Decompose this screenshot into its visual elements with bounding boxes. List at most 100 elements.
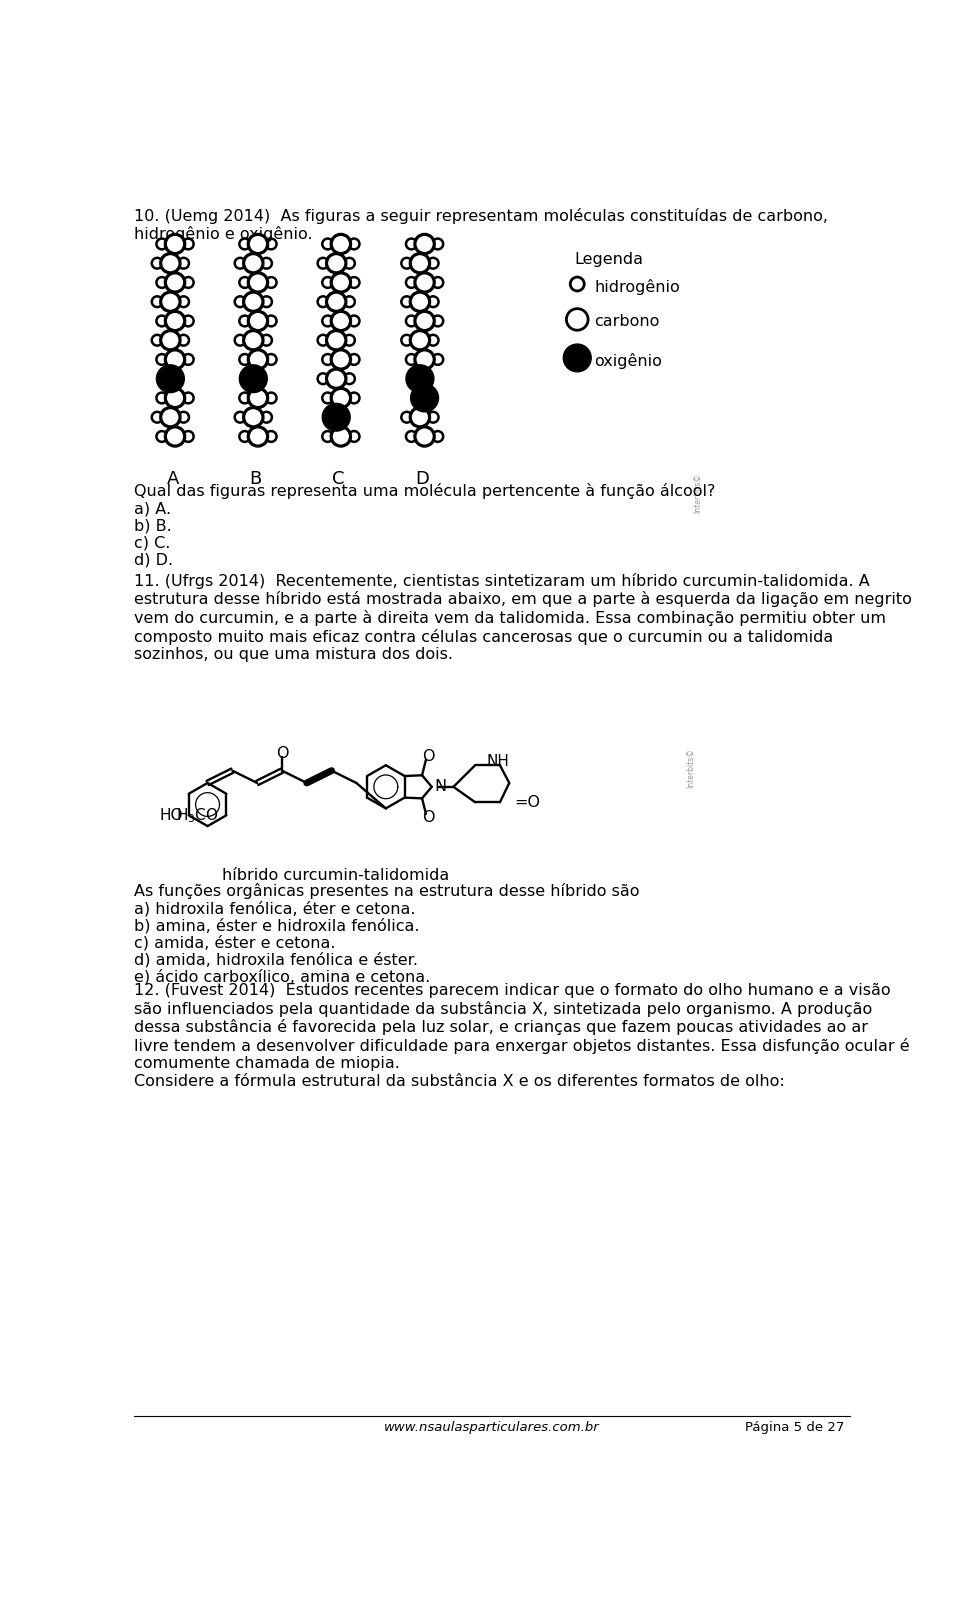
Circle shape — [165, 234, 184, 254]
Text: a) hidroxila fenólica, éter e cetona.: a) hidroxila fenólica, éter e cetona. — [134, 900, 416, 916]
Circle shape — [179, 296, 189, 307]
Circle shape — [348, 393, 359, 404]
Circle shape — [234, 296, 246, 307]
Circle shape — [249, 349, 268, 368]
Circle shape — [261, 259, 272, 268]
Circle shape — [415, 273, 434, 292]
Circle shape — [401, 259, 412, 268]
Circle shape — [249, 273, 268, 292]
Circle shape — [244, 254, 263, 273]
Circle shape — [160, 407, 180, 427]
Circle shape — [165, 273, 184, 292]
Circle shape — [160, 331, 180, 349]
Circle shape — [406, 354, 417, 365]
Circle shape — [182, 393, 194, 404]
Text: carbono: carbono — [594, 314, 660, 330]
Circle shape — [331, 427, 350, 446]
Circle shape — [410, 407, 430, 427]
Circle shape — [570, 276, 585, 291]
Text: O: O — [422, 810, 435, 826]
Circle shape — [427, 296, 439, 307]
Circle shape — [427, 259, 439, 268]
Text: b) B.: b) B. — [134, 519, 172, 533]
Circle shape — [432, 431, 444, 441]
Circle shape — [182, 239, 194, 249]
Circle shape — [318, 335, 328, 346]
Circle shape — [152, 335, 162, 346]
Text: b) amina, éster e hidroxila fenólica.: b) amina, éster e hidroxila fenólica. — [134, 918, 420, 932]
Circle shape — [406, 315, 417, 326]
Circle shape — [323, 354, 333, 365]
Circle shape — [432, 276, 444, 288]
Circle shape — [179, 335, 189, 346]
Circle shape — [415, 234, 434, 254]
Circle shape — [318, 296, 328, 307]
Circle shape — [156, 365, 184, 393]
Circle shape — [152, 259, 162, 268]
Circle shape — [406, 365, 434, 393]
Text: N: N — [435, 779, 447, 795]
Circle shape — [239, 276, 251, 288]
Circle shape — [266, 276, 276, 288]
Text: Interbits©: Interbits© — [685, 748, 695, 789]
Circle shape — [160, 254, 180, 273]
Circle shape — [415, 349, 434, 368]
Circle shape — [323, 393, 333, 404]
Circle shape — [344, 259, 355, 268]
Circle shape — [318, 373, 328, 385]
Circle shape — [261, 412, 272, 423]
Circle shape — [182, 354, 194, 365]
Text: B: B — [250, 470, 262, 488]
Circle shape — [323, 431, 333, 441]
Circle shape — [156, 393, 167, 404]
Circle shape — [401, 335, 412, 346]
Circle shape — [244, 292, 263, 312]
Text: Interbits©: Interbits© — [693, 472, 703, 512]
Circle shape — [244, 407, 263, 427]
Circle shape — [165, 388, 184, 407]
Circle shape — [564, 344, 591, 372]
Circle shape — [406, 431, 417, 441]
Circle shape — [323, 239, 333, 249]
Circle shape — [249, 312, 268, 331]
Circle shape — [266, 315, 276, 326]
Circle shape — [182, 431, 194, 441]
Circle shape — [249, 427, 268, 446]
Circle shape — [401, 412, 412, 423]
Circle shape — [266, 393, 276, 404]
Circle shape — [156, 431, 167, 441]
Circle shape — [234, 335, 246, 346]
Circle shape — [234, 412, 246, 423]
Circle shape — [160, 292, 180, 312]
Circle shape — [249, 388, 268, 407]
Circle shape — [266, 354, 276, 365]
Text: C: C — [332, 470, 345, 488]
Circle shape — [344, 296, 355, 307]
Text: a) A.: a) A. — [134, 503, 171, 517]
Text: O: O — [276, 747, 288, 761]
Circle shape — [239, 315, 251, 326]
Circle shape — [331, 273, 350, 292]
Circle shape — [326, 368, 346, 388]
Text: c) C.: c) C. — [134, 537, 170, 551]
Text: A: A — [166, 470, 179, 488]
Text: d) amida, hidroxila fenólica e éster.: d) amida, hidroxila fenólica e éster. — [134, 952, 418, 966]
Circle shape — [410, 331, 430, 349]
Text: D: D — [416, 470, 429, 488]
Circle shape — [406, 276, 417, 288]
Circle shape — [234, 259, 246, 268]
Circle shape — [239, 365, 267, 393]
Circle shape — [415, 312, 434, 331]
Circle shape — [156, 315, 167, 326]
Text: d) D.: d) D. — [134, 553, 173, 567]
Circle shape — [344, 335, 355, 346]
Circle shape — [323, 404, 350, 431]
Text: Qual das figuras representa uma molécula pertencente à função álcool?: Qual das figuras representa uma molécula… — [134, 483, 715, 499]
Text: Legenda: Legenda — [574, 252, 643, 267]
Circle shape — [156, 276, 167, 288]
Circle shape — [331, 234, 350, 254]
Circle shape — [410, 254, 430, 273]
Text: híbrido curcumin-talidomida: híbrido curcumin-talidomida — [222, 868, 448, 882]
Circle shape — [323, 276, 333, 288]
Circle shape — [348, 315, 359, 326]
